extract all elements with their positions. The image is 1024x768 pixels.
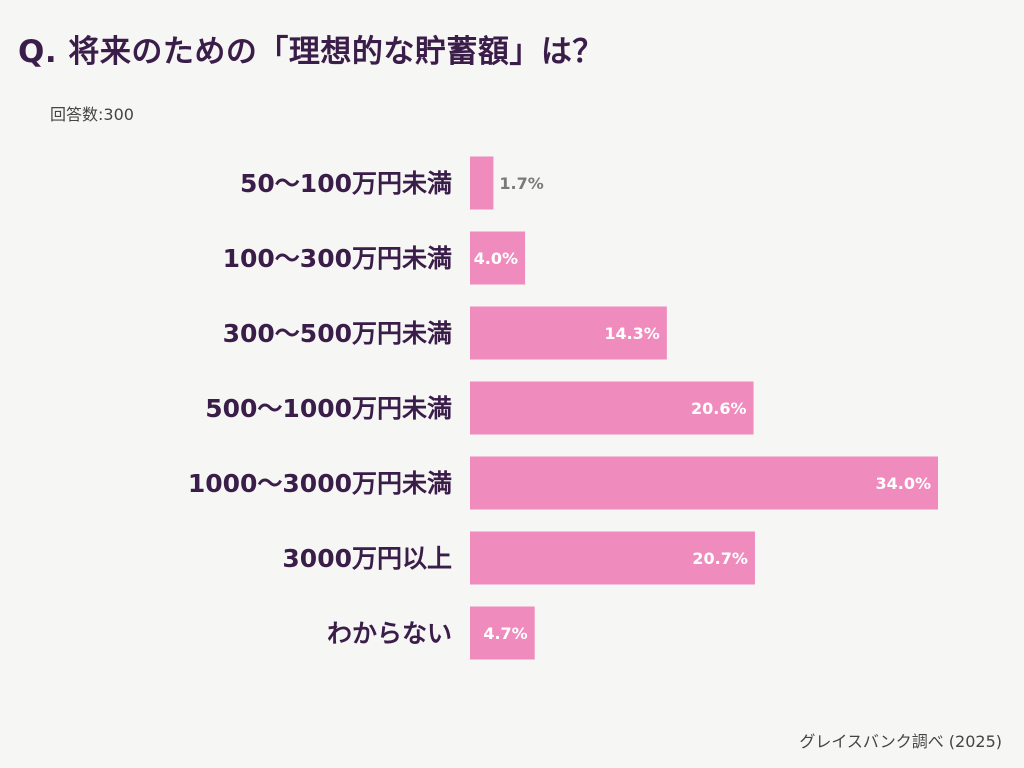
- source-note: グレイスバンク調べ (2025): [799, 732, 1002, 751]
- data-label: 20.7%: [692, 549, 748, 568]
- bar: [470, 456, 938, 510]
- category-label: 500〜1000万円未満: [205, 394, 452, 423]
- data-label: 20.6%: [691, 399, 747, 418]
- category-label: 100〜300万円未満: [223, 244, 452, 273]
- category-label: わからない: [327, 619, 452, 648]
- category-label: 300〜500万円未満: [223, 319, 452, 348]
- data-label: 4.7%: [483, 624, 527, 643]
- respondent-count: 回答数:300: [50, 105, 134, 124]
- bar: [470, 156, 494, 210]
- category-label: 1000〜3000万円未満: [188, 469, 452, 498]
- data-label: 34.0%: [875, 474, 931, 493]
- chart-title: Q. 将来のための「理想的な貯蓄額」は？: [18, 34, 604, 70]
- data-label: 1.7%: [499, 174, 543, 193]
- bar: [470, 531, 755, 585]
- category-label: 50〜100万円未満: [240, 169, 452, 198]
- bar: [470, 606, 535, 660]
- category-label: 3000万円以上: [282, 544, 452, 573]
- bar: [470, 306, 667, 360]
- bar: [470, 231, 526, 285]
- bar: [470, 381, 754, 435]
- data-label: 14.3%: [604, 324, 660, 343]
- data-label: 4.0%: [474, 249, 518, 268]
